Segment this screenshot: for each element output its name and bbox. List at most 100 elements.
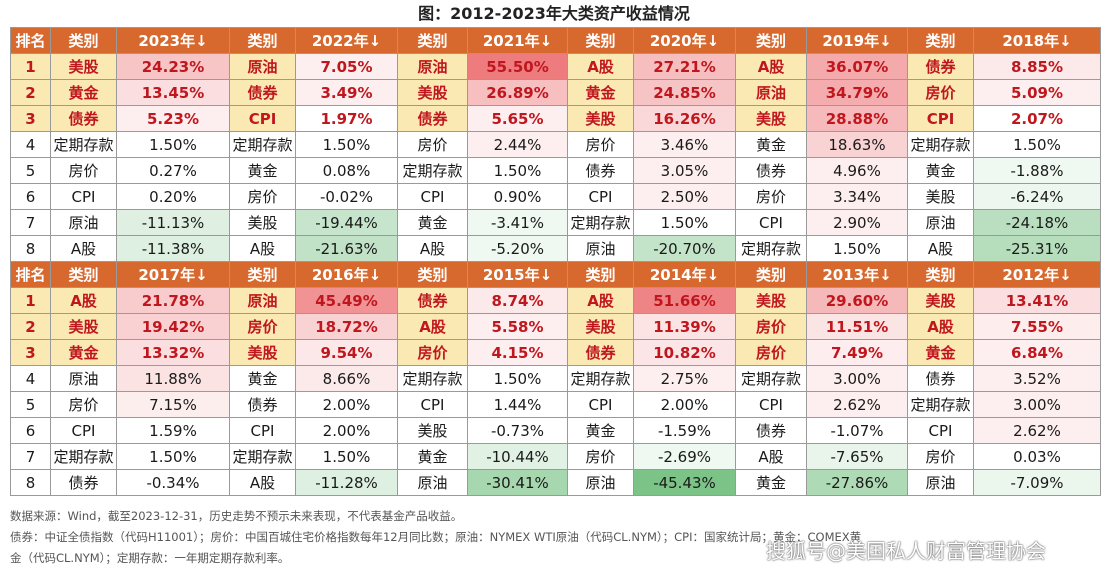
return-value-cell: -45.43% xyxy=(634,470,736,496)
rank-cell: 5 xyxy=(11,392,51,418)
asset-name-cell: 美股 xyxy=(736,288,807,314)
return-value-cell: 2.00% xyxy=(296,392,398,418)
asset-name-cell: 房价 xyxy=(908,444,974,470)
header-category: 类别 xyxy=(908,28,974,54)
table-row: 7 定期存款 1.50% 定期存款 1.50% 黄金 -10.44% 房价 -2.69% A股 -7… xyxy=(11,444,1101,470)
asset-name-cell: 原油 xyxy=(398,470,468,496)
asset-name-cell: CPI xyxy=(230,418,296,444)
return-value-cell: -27.86% xyxy=(807,470,908,496)
return-value-cell: 8.85% xyxy=(974,54,1101,80)
asset-name-cell: 债券 xyxy=(51,470,117,496)
return-value-cell: -2.69% xyxy=(634,444,736,470)
asset-name-cell: 房价 xyxy=(230,184,296,210)
asset-name-cell: CPI xyxy=(736,392,807,418)
asset-name-cell: 房价 xyxy=(908,80,974,106)
asset-name-cell: 原油 xyxy=(51,210,117,236)
asset-name-cell: 美股 xyxy=(908,288,974,314)
asset-name-cell: 美股 xyxy=(51,314,117,340)
asset-name-cell: 黄金 xyxy=(398,210,468,236)
return-value-cell: 18.63% xyxy=(807,132,908,158)
asset-name-cell: 黄金 xyxy=(230,158,296,184)
return-value-cell: 2.44% xyxy=(468,132,568,158)
asset-name-cell: CPI xyxy=(230,106,296,132)
asset-name-cell: 美股 xyxy=(568,314,634,340)
return-value-cell: 3.05% xyxy=(634,158,736,184)
return-value-cell: 1.50% xyxy=(468,366,568,392)
return-value-cell: 4.15% xyxy=(468,340,568,366)
asset-name-cell: 美股 xyxy=(568,106,634,132)
header-year: 2014年↓ xyxy=(634,262,736,288)
return-value-cell: -7.09% xyxy=(974,470,1101,496)
header-year: 2018年↓ xyxy=(974,28,1101,54)
asset-name-cell: A股 xyxy=(398,236,468,262)
header-category: 类别 xyxy=(398,28,468,54)
return-value-cell: 3.46% xyxy=(634,132,736,158)
return-value-cell: -6.24% xyxy=(974,184,1101,210)
asset-name-cell: 美股 xyxy=(51,54,117,80)
return-value-cell: 2.62% xyxy=(807,392,908,418)
table-row: 6 CPI 1.59% CPI 2.00% 美股 -0.73% 黄金 -1.59% 债券 -1.07… xyxy=(11,418,1101,444)
asset-name-cell: 债券 xyxy=(230,392,296,418)
return-value-cell: 24.85% xyxy=(634,80,736,106)
asset-name-cell: 黄金 xyxy=(230,366,296,392)
asset-name-cell: 原油 xyxy=(908,210,974,236)
header-row: 排名 类别 2017年↓ 类别 2016年↓ 类别 2015年↓ 类别 2014年↓ 类别 2013… xyxy=(11,262,1101,288)
asset-name-cell: 债券 xyxy=(908,366,974,392)
asset-name-cell: 房价 xyxy=(736,314,807,340)
header-year: 2019年↓ xyxy=(807,28,908,54)
return-value-cell: -30.41% xyxy=(468,470,568,496)
asset-name-cell: CPI xyxy=(908,106,974,132)
return-value-cell: 2.00% xyxy=(296,418,398,444)
watermark-text: 搜狐号@美国私人财富管理协会 xyxy=(766,536,1046,566)
return-value-cell: -3.41% xyxy=(468,210,568,236)
asset-name-cell: CPI xyxy=(398,184,468,210)
asset-name-cell: 美股 xyxy=(398,80,468,106)
return-value-cell: -10.44% xyxy=(468,444,568,470)
asset-name-cell: 债券 xyxy=(568,340,634,366)
asset-name-cell: 房价 xyxy=(230,314,296,340)
asset-name-cell: 原油 xyxy=(230,54,296,80)
asset-name-cell: 定期存款 xyxy=(230,132,296,158)
asset-name-cell: 定期存款 xyxy=(398,158,468,184)
asset-name-cell: 美股 xyxy=(230,210,296,236)
asset-name-cell: 房价 xyxy=(568,444,634,470)
table-row: 2 黄金 13.45% 债券 3.49% 美股 26.89% 黄金 24.85% 原油 34.79%… xyxy=(11,80,1101,106)
return-value-cell: 3.49% xyxy=(296,80,398,106)
return-value-cell: 1.50% xyxy=(807,236,908,262)
return-value-cell: 7.05% xyxy=(296,54,398,80)
asset-name-cell: CPI xyxy=(51,184,117,210)
return-value-cell: -25.31% xyxy=(974,236,1101,262)
return-value-cell: 7.49% xyxy=(807,340,908,366)
asset-name-cell: A股 xyxy=(398,314,468,340)
return-value-cell: 5.23% xyxy=(117,106,230,132)
asset-name-cell: 定期存款 xyxy=(51,444,117,470)
asset-name-cell: 债券 xyxy=(736,158,807,184)
return-value-cell: -11.28% xyxy=(296,470,398,496)
asset-name-cell: 债券 xyxy=(230,80,296,106)
header-category: 类别 xyxy=(230,262,296,288)
rank-cell: 7 xyxy=(11,210,51,236)
table-row: 8 A股 -11.38% A股 -21.63% A股 -5.20% 原油 -20.70% 定期存款… xyxy=(11,236,1101,262)
asset-name-cell: 定期存款 xyxy=(568,366,634,392)
header-year: 2013年↓ xyxy=(807,262,908,288)
rank-cell: 4 xyxy=(11,132,51,158)
header-rank: 排名 xyxy=(11,262,51,288)
header-category: 类别 xyxy=(736,28,807,54)
table-row: 7 原油 -11.13% 美股 -19.44% 黄金 -3.41% 定期存款 1.50% CPI 2… xyxy=(11,210,1101,236)
watermark: 搜狐号@美国私人财富管理协会 xyxy=(766,536,1096,566)
rank-cell: 6 xyxy=(11,418,51,444)
header-category: 类别 xyxy=(51,28,117,54)
return-value-cell: 5.09% xyxy=(974,80,1101,106)
return-value-cell: 1.50% xyxy=(117,132,230,158)
return-value-cell: -1.07% xyxy=(807,418,908,444)
asset-name-cell: 定期存款 xyxy=(51,132,117,158)
return-value-cell: 13.32% xyxy=(117,340,230,366)
return-value-cell: 1.50% xyxy=(296,132,398,158)
return-value-cell: 28.88% xyxy=(807,106,908,132)
return-value-cell: 1.50% xyxy=(296,444,398,470)
return-value-cell: 36.07% xyxy=(807,54,908,80)
return-value-cell: -1.88% xyxy=(974,158,1101,184)
rank-cell: 2 xyxy=(11,80,51,106)
asset-name-cell: 房价 xyxy=(51,392,117,418)
return-value-cell: 55.50% xyxy=(468,54,568,80)
